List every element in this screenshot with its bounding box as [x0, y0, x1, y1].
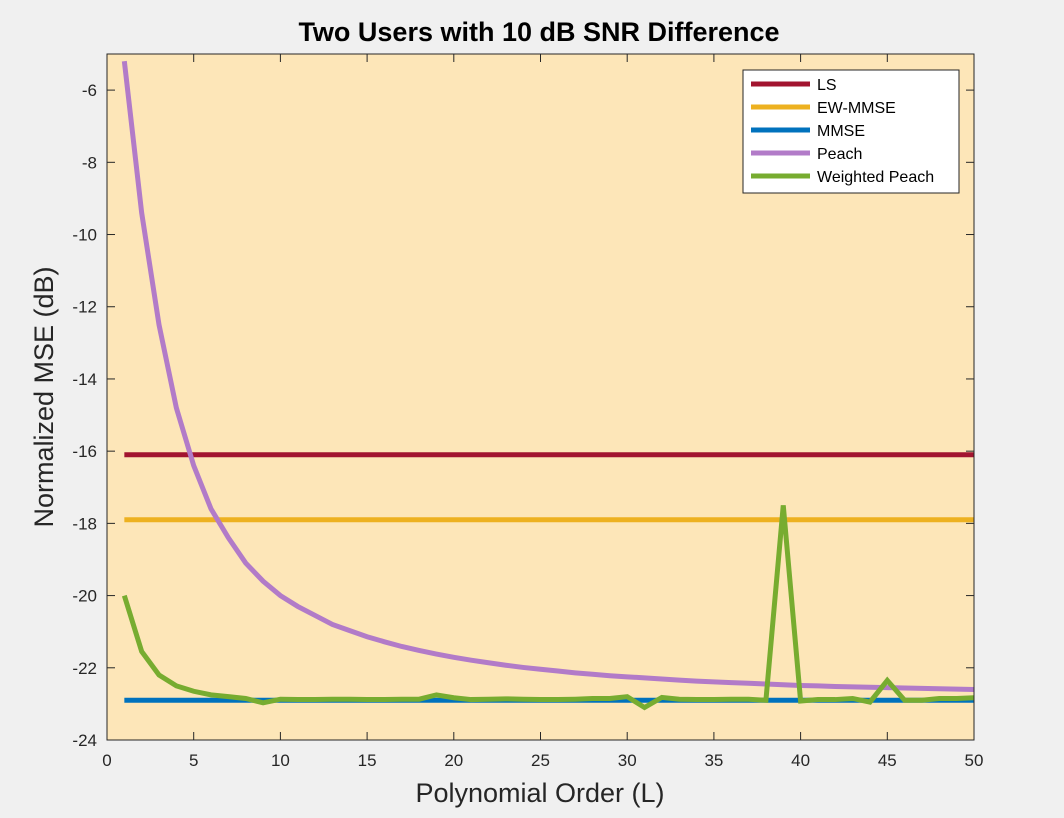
- legend-label: LS: [817, 77, 837, 94]
- x-tick-label: 15: [358, 751, 377, 770]
- x-tick-label: 0: [102, 751, 111, 770]
- legend-label: Peach: [817, 146, 862, 163]
- y-tick-label: -8: [82, 153, 97, 172]
- y-tick-label: -24: [72, 731, 97, 750]
- x-tick-label: 50: [965, 751, 984, 770]
- y-tick-label: -12: [72, 298, 97, 317]
- legend-label: MMSE: [817, 123, 865, 140]
- y-tick-label: -22: [72, 659, 97, 678]
- series-line-peach: [121, 60, 974, 692]
- y-axis-label: Normalized MSE (dB): [29, 266, 59, 527]
- x-tick-label: 5: [189, 751, 198, 770]
- chart-title: Two Users with 10 dB SNR Difference: [298, 17, 779, 47]
- x-tick-label: 30: [618, 751, 637, 770]
- x-tick-label: 20: [444, 751, 463, 770]
- y-tick-label: -16: [72, 442, 97, 461]
- y-tick-label: -18: [72, 514, 97, 533]
- series-line-weighted-peach: [121, 505, 974, 711]
- x-tick-label: 10: [271, 751, 290, 770]
- legend-label: EW-MMSE: [817, 100, 896, 117]
- series-layer: [121, 60, 974, 711]
- axes-layer: 0 5 10 15 20 25 30 35 40 45 50 -24 -22 -20 -18 -16 -14 -1…: [72, 53, 984, 770]
- x-axis-label: Polynomial Order (L): [415, 778, 664, 808]
- y-tick-label: -20: [72, 587, 97, 606]
- legend: LS EW-MMSE MMSE Peach Weighted Peach: [742, 69, 960, 194]
- x-tick-label: 40: [791, 751, 810, 770]
- x-tick-label: 45: [878, 751, 897, 770]
- y-tick-label: -10: [72, 226, 97, 245]
- x-tick-label: 35: [704, 751, 723, 770]
- y-tick-label: -14: [72, 370, 97, 389]
- y-tick-label: -6: [82, 81, 97, 100]
- legend-label: Weighted Peach: [817, 169, 934, 186]
- x-tick-label: 25: [531, 751, 550, 770]
